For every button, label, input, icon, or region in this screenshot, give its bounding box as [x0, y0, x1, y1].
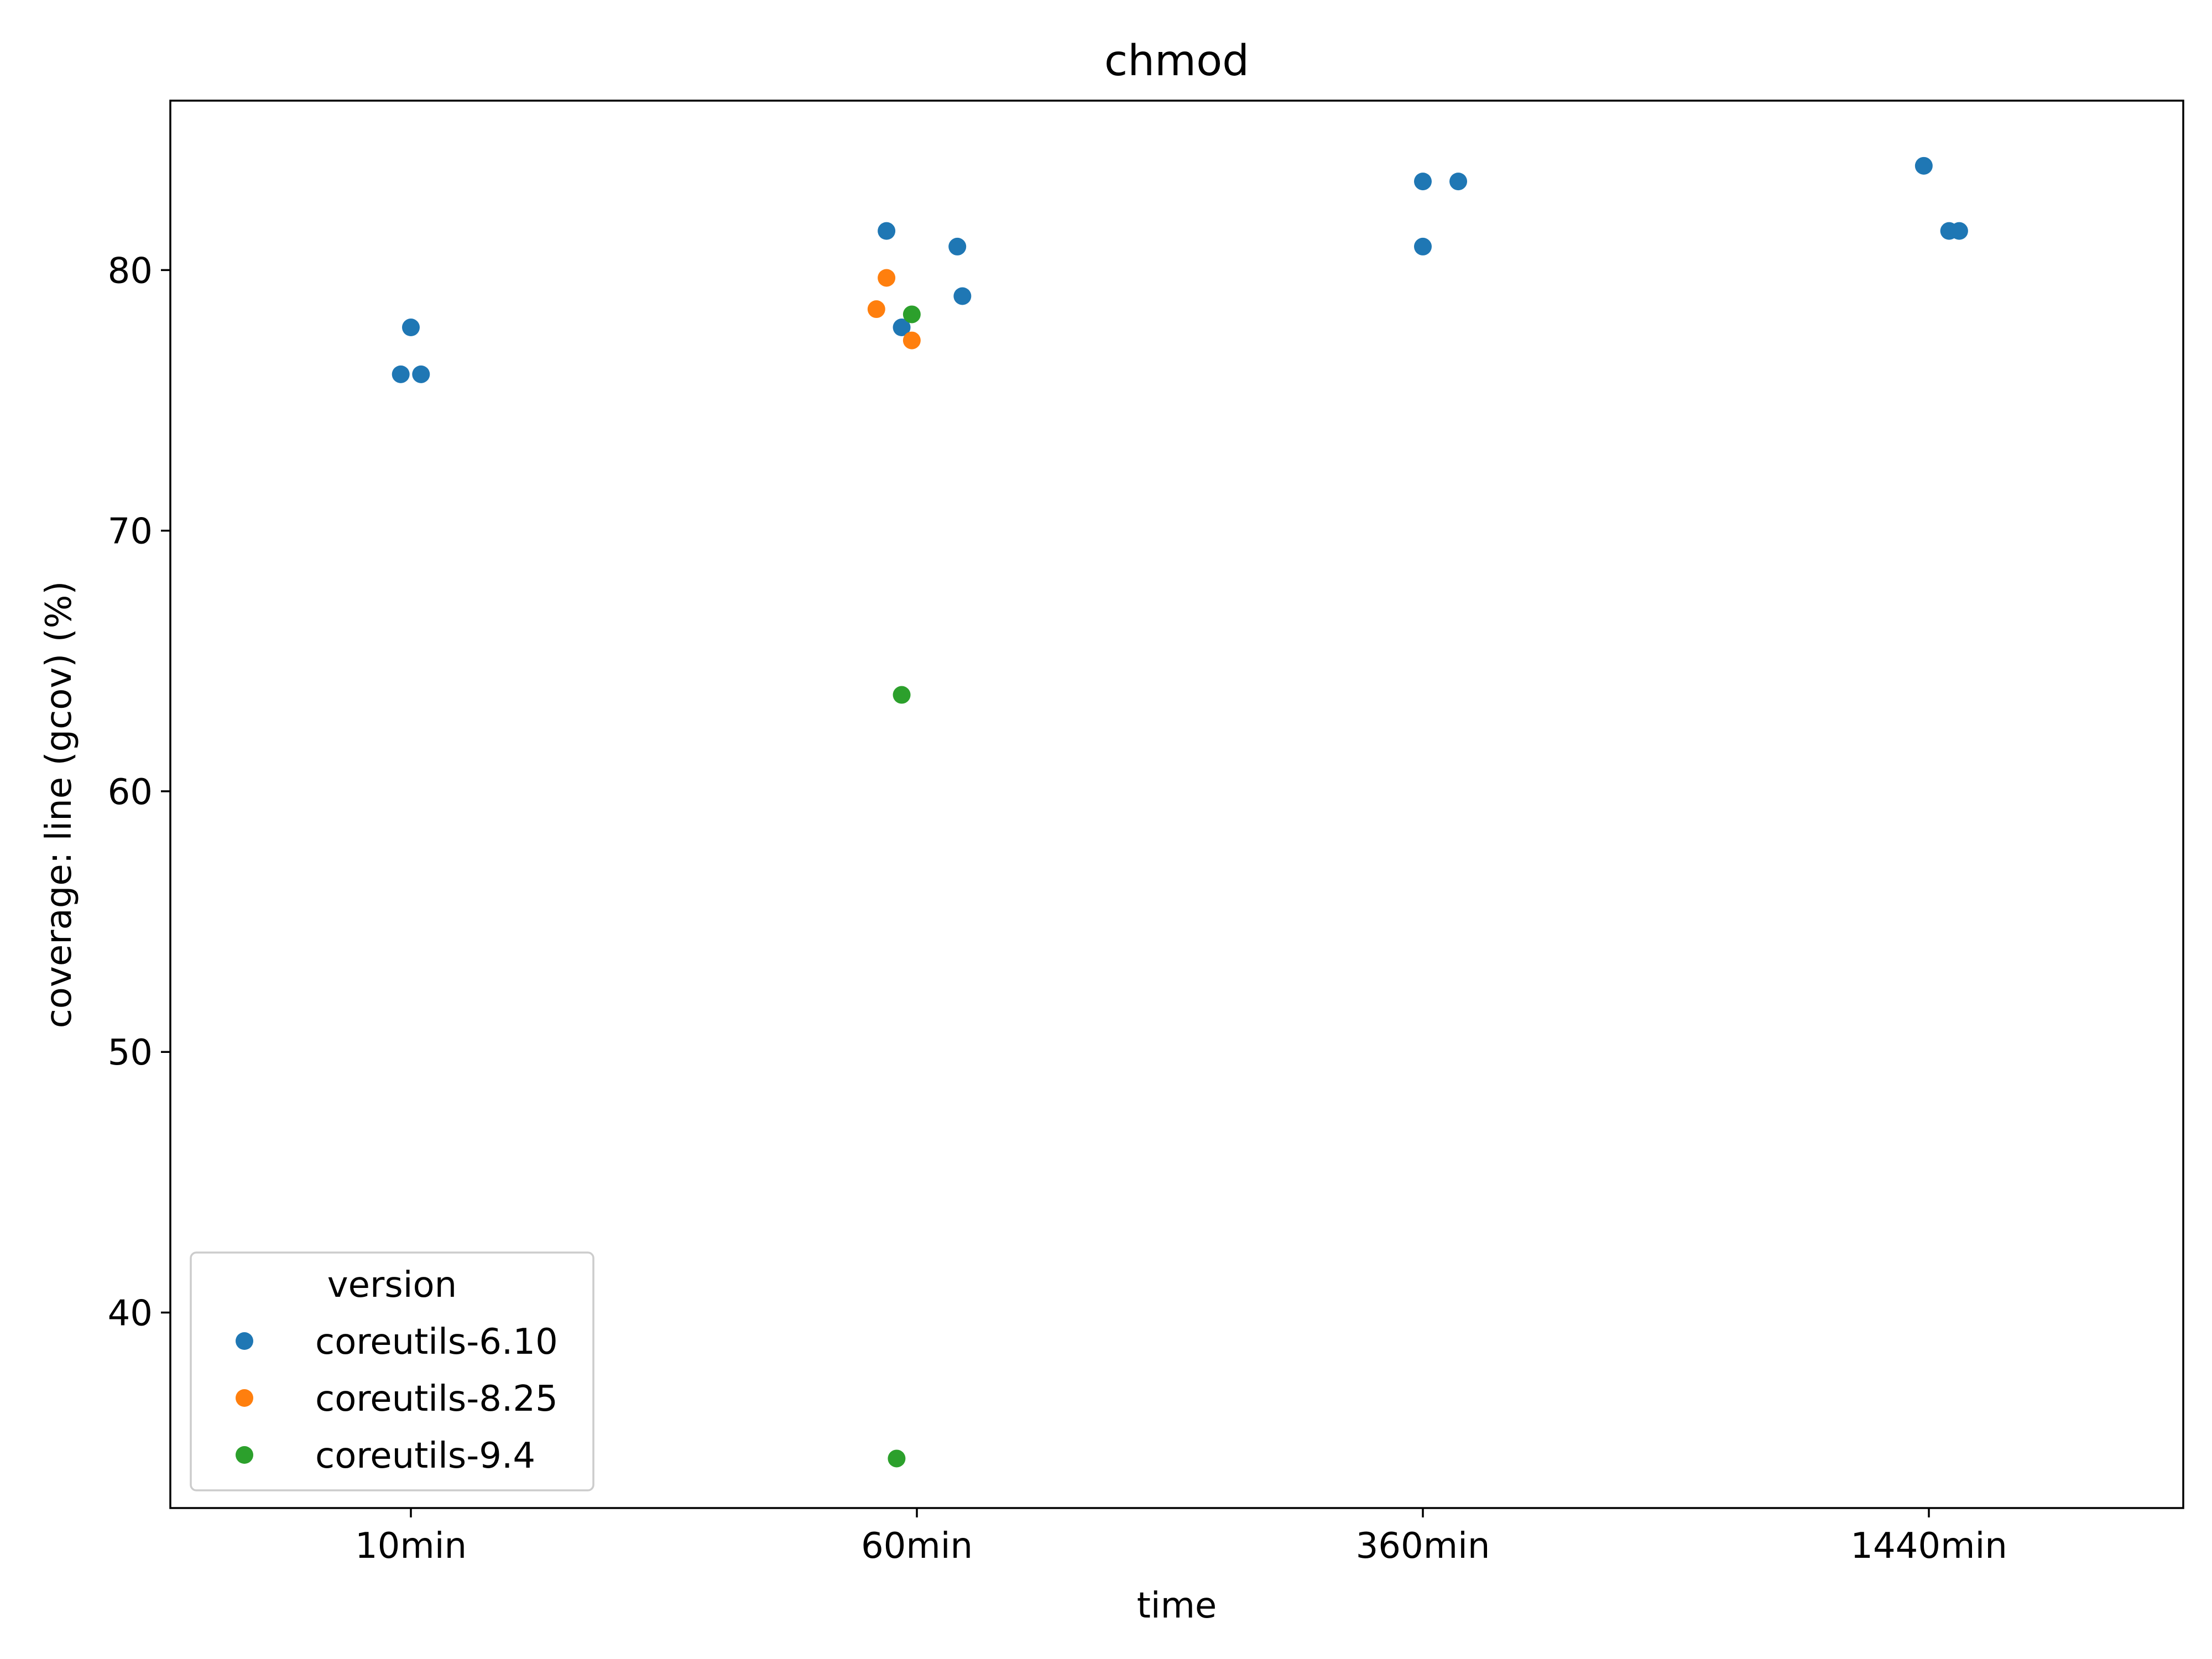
data-point-series-2	[888, 1449, 906, 1468]
data-point-series-0	[948, 237, 967, 255]
legend-marker	[236, 1446, 253, 1464]
y-tick-label: 70	[108, 512, 153, 552]
x-axis: 10min 60min 360min 1440min	[355, 1508, 2007, 1567]
data-point-series-0	[1414, 173, 1432, 191]
legend: version coreutils-6.10coreutils-8.25core…	[190, 1251, 594, 1491]
y-tick-label: 80	[108, 251, 153, 291]
data-point-series-0	[392, 365, 410, 383]
data-point-series-0	[1914, 156, 1933, 175]
plot-frame	[169, 100, 2184, 1509]
data-point-series-0	[412, 365, 430, 383]
chart-title: chmod	[1104, 36, 1249, 86]
y-axis: 40 50 60 70 80	[108, 251, 170, 1334]
x-axis-label: time	[1137, 1585, 1217, 1626]
legend-title: version	[327, 1265, 457, 1306]
data-point-series-0	[402, 319, 420, 337]
data-point-series-2	[902, 305, 921, 324]
x-tick-label: 1440min	[1850, 1526, 2007, 1567]
legend-box	[190, 1251, 594, 1491]
x-tick-label: 10min	[355, 1526, 467, 1567]
data-point-series-0	[1449, 173, 1468, 191]
points-layer	[392, 156, 1968, 1468]
y-tick-label: 50	[108, 1032, 153, 1073]
data-point-series-0	[1414, 237, 1432, 255]
legend-label: coreutils-8.25	[315, 1379, 558, 1420]
legend-label: coreutils-9.4	[315, 1436, 535, 1477]
x-tick-label: 60min	[861, 1526, 973, 1567]
legend-items: coreutils-6.10 coreutils-8.25 coreutils-9.…	[236, 1322, 558, 1477]
data-point-series-2	[893, 686, 911, 704]
data-point-series-1	[867, 300, 885, 319]
y-tick-label: 40	[108, 1293, 153, 1334]
data-point-series-1	[902, 331, 921, 349]
data-point-series-0	[1950, 222, 1968, 240]
legend-label: coreutils-6.10	[315, 1322, 558, 1363]
data-point-series-0	[893, 319, 911, 337]
legend-marker	[236, 1332, 253, 1350]
data-point-series-1	[878, 269, 896, 287]
legend-marker	[236, 1389, 253, 1407]
y-tick-label: 60	[108, 772, 153, 813]
data-point-series-0	[878, 222, 896, 240]
plot-area	[169, 100, 2184, 1509]
data-point-series-0	[953, 287, 972, 305]
y-axis-label: coverage: line (gcov) (%)	[39, 581, 80, 1029]
x-tick-label: 360min	[1356, 1526, 1490, 1567]
